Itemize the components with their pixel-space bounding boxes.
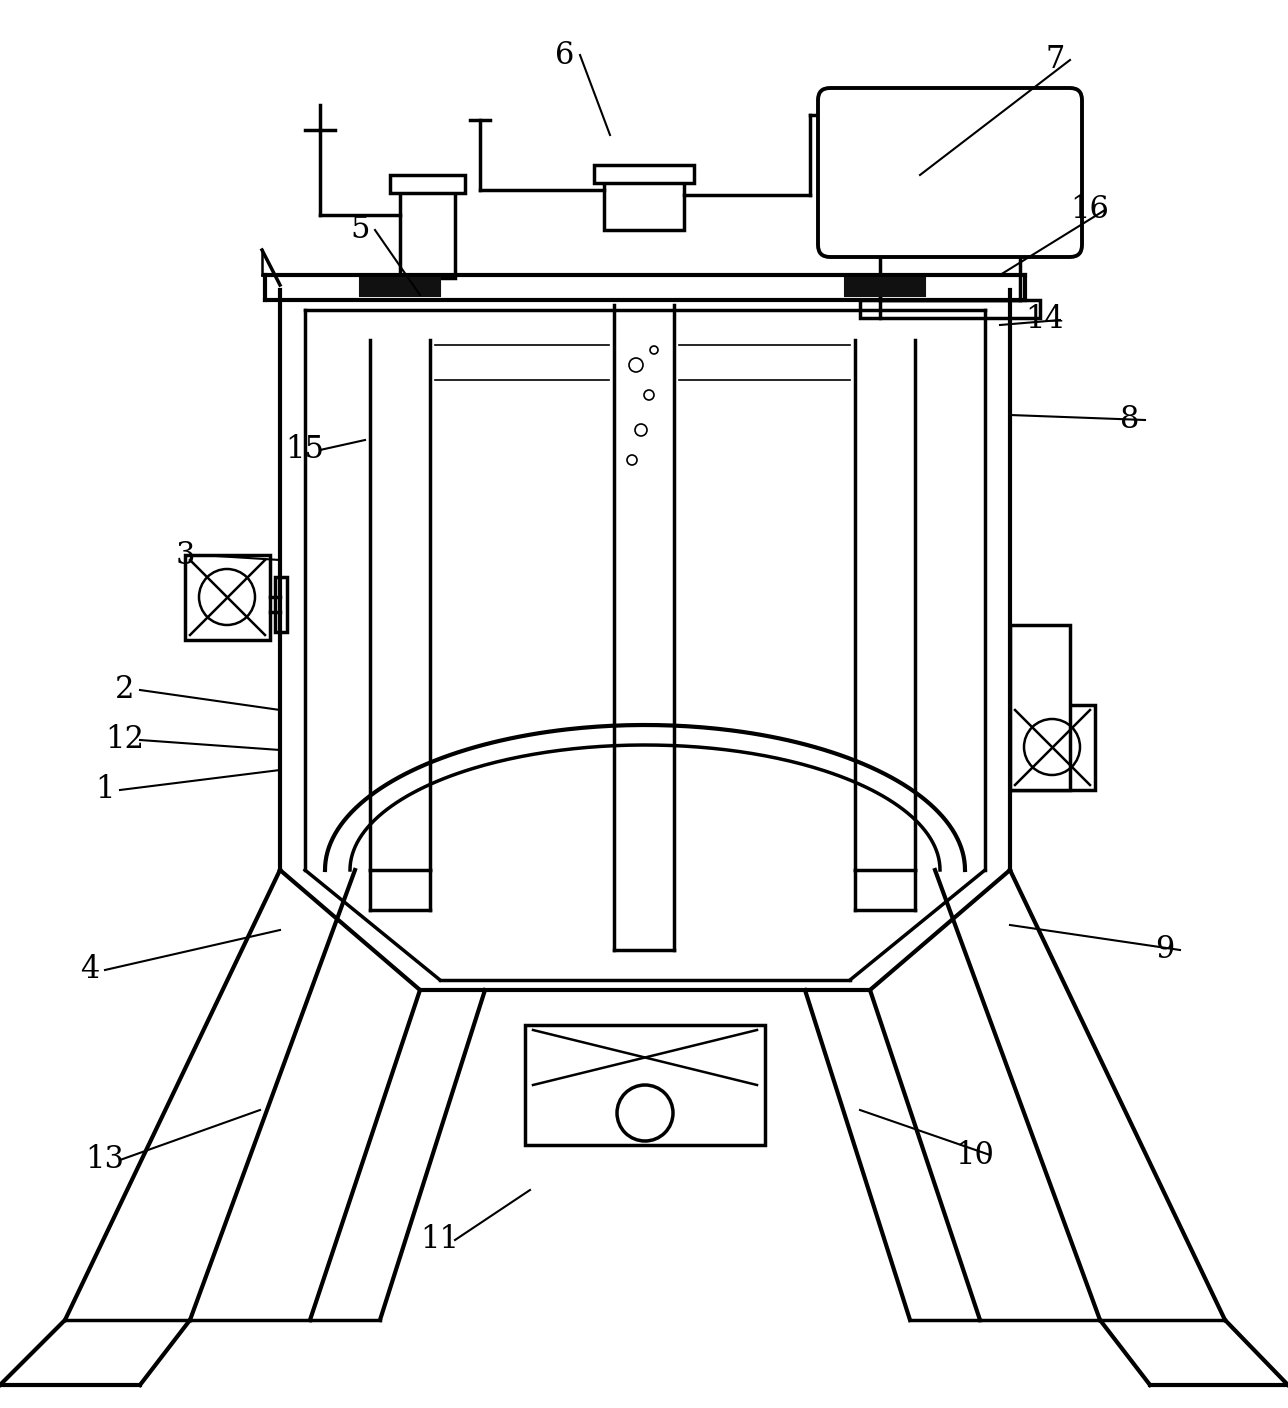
Bar — [361, 277, 440, 296]
Text: 11: 11 — [420, 1225, 460, 1256]
Bar — [276, 577, 287, 632]
Text: 9: 9 — [1155, 935, 1175, 966]
Bar — [401, 190, 455, 277]
Text: 14: 14 — [1025, 304, 1064, 335]
FancyBboxPatch shape — [818, 87, 1082, 258]
Text: 10: 10 — [956, 1139, 994, 1170]
Text: 5: 5 — [350, 214, 370, 245]
Text: 1: 1 — [95, 774, 115, 805]
Bar — [1010, 625, 1070, 790]
Text: 12: 12 — [106, 725, 144, 756]
Text: 2: 2 — [115, 674, 135, 705]
Text: 4: 4 — [80, 955, 99, 986]
Bar — [526, 1025, 765, 1145]
Text: 3: 3 — [175, 539, 194, 570]
Bar — [594, 165, 694, 183]
Bar — [185, 555, 270, 641]
Bar — [845, 277, 925, 296]
Text: 16: 16 — [1070, 194, 1109, 225]
Bar — [604, 180, 684, 230]
Bar — [860, 300, 1039, 318]
Text: 6: 6 — [555, 39, 574, 70]
Bar — [390, 175, 465, 193]
Text: 7: 7 — [1046, 45, 1065, 76]
Bar — [1010, 705, 1095, 790]
Text: 8: 8 — [1121, 404, 1140, 435]
Text: 13: 13 — [85, 1145, 125, 1176]
Text: 15: 15 — [286, 435, 325, 466]
